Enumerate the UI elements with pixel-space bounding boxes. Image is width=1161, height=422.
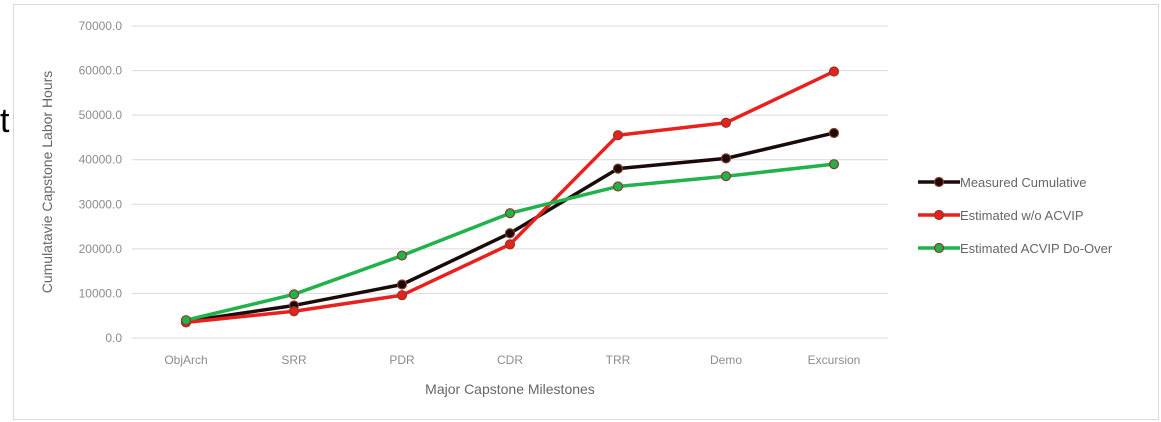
y-tick-label: 60000.0 (79, 64, 123, 78)
legend-label: Estimated w/o ACVIP (960, 208, 1084, 223)
gridlines (132, 25, 888, 339)
y-axis-title: Cumulatavie Capstone Labor Hours (39, 71, 55, 294)
y-tick-label: 0.0 (105, 331, 122, 345)
data-point (396, 250, 408, 261)
legend-marker (933, 176, 945, 188)
data-point (180, 315, 192, 326)
data-point (828, 159, 840, 170)
y-tick-label: 20000.0 (79, 242, 123, 256)
legend-marker (933, 209, 945, 221)
x-tick-label: CDR (497, 353, 523, 367)
x-tick-label: ObjArch (164, 353, 207, 367)
data-point (504, 208, 516, 219)
x-tick-label: PDR (389, 353, 415, 367)
y-tick-label: 40000.0 (79, 153, 123, 167)
chart-frame (13, 4, 1159, 420)
data-point (720, 171, 732, 182)
series-2 (180, 66, 840, 328)
series-3 (180, 159, 840, 326)
data-point (720, 117, 732, 128)
data-point (828, 127, 840, 139)
data-point (612, 163, 624, 174)
legend: Measured Cumulative Estimated w/o ACVIP Es… (918, 175, 1113, 256)
series-lines (180, 66, 840, 328)
data-point (396, 290, 408, 301)
x-tick-label: SRR (281, 353, 307, 367)
data-point (720, 153, 732, 164)
data-point (504, 228, 516, 239)
data-point (396, 279, 408, 290)
legend-label: Measured Cumulative (960, 175, 1086, 190)
series-line (185, 69, 835, 325)
legend-item: Estimated ACVIP Do-Over (918, 241, 1113, 256)
data-point (828, 66, 840, 77)
x-axis-tick-labels: ObjArch SRR PDR CDR TRR Demo Excursion (164, 353, 860, 367)
data-point (288, 289, 300, 300)
y-tick-label: 30000.0 (79, 197, 123, 211)
stray-text: t (0, 102, 10, 140)
legend-label: Estimated ACVIP Do-Over (960, 241, 1113, 256)
legend-item: Estimated w/o ACVIP (918, 208, 1084, 223)
y-tick-label: 10000.0 (79, 286, 123, 300)
legend-marker (933, 242, 945, 254)
y-tick-label: 70000.0 (79, 19, 123, 33)
data-point (612, 181, 624, 192)
y-tick-label: 50000.0 (79, 108, 123, 122)
y-axis-tick-labels: 0.0 10000.0 20000.0 30000.0 40000.0 50000.0 60… (79, 19, 123, 345)
x-tick-label: Demo (710, 353, 742, 367)
data-point (504, 239, 516, 250)
data-point (288, 306, 300, 317)
legend-item: Measured Cumulative (918, 175, 1086, 190)
data-point (612, 130, 624, 141)
x-tick-label: Excursion (808, 353, 861, 367)
x-axis-title: Major Capstone Milestones (425, 381, 595, 397)
x-tick-label: TRR (606, 353, 631, 367)
